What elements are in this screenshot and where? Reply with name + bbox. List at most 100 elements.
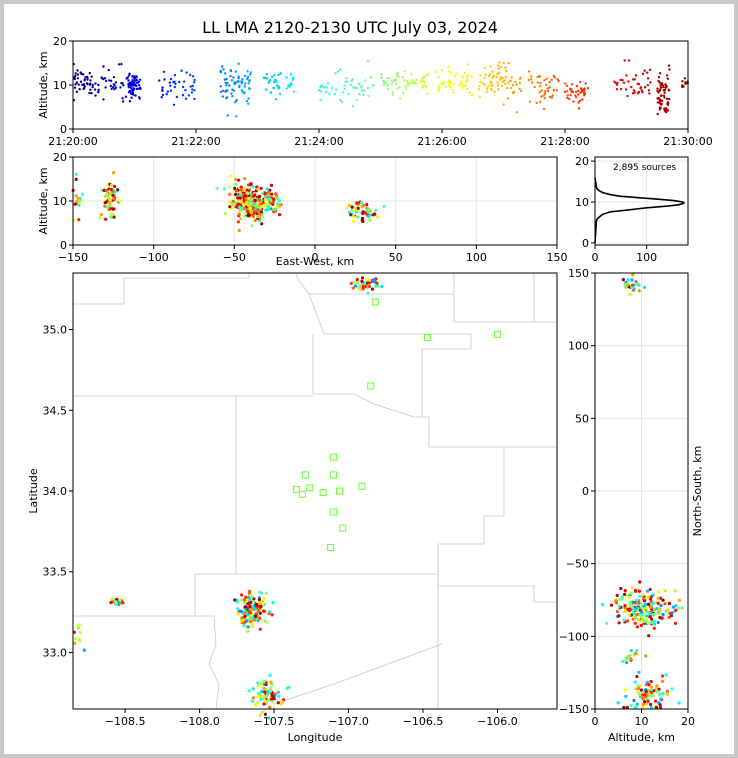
x-axis-label: Longitude [288, 731, 343, 744]
plan-view-source [380, 284, 384, 289]
source-count-annotation: 2,895 sources [613, 163, 677, 173]
time-altitude-source [100, 76, 103, 79]
time-altitude-source [411, 79, 414, 82]
plan-view-source [250, 622, 254, 626]
ns-altitude-source [626, 278, 630, 282]
ew-altitude-source [81, 192, 85, 197]
time-altitude-source [461, 86, 464, 89]
ew-altitude-source [257, 215, 261, 219]
time-altitude-source [88, 71, 92, 75]
time-altitude-source [185, 71, 188, 74]
time-altitude-source [581, 98, 584, 101]
ns-altitude-source [623, 609, 627, 614]
time-altitude-source [192, 81, 196, 84]
plan-view-source [279, 702, 283, 706]
ew-altitude-source [233, 177, 238, 182]
ew-altitude-source [227, 192, 232, 196]
y-tick-label: 0 [60, 239, 67, 252]
ew-altitude-source [238, 196, 242, 200]
time-altitude-source [665, 97, 669, 101]
time-altitude-source [619, 87, 623, 91]
ns-altitude-source [627, 613, 631, 617]
county-boundary [312, 334, 556, 448]
ns-altitude-source [653, 699, 658, 703]
lma-station-marker [330, 453, 338, 461]
time-altitude-source [630, 85, 633, 89]
ns-altitude-source [640, 610, 644, 614]
time-altitude-source [666, 109, 670, 112]
plan-view-source [262, 702, 266, 706]
time-altitude-source [401, 75, 404, 79]
ew-altitude-source [75, 199, 79, 203]
time-altitude-source [657, 91, 660, 94]
time-altitude-source [442, 81, 445, 84]
ew-altitude-source [234, 182, 238, 186]
time-altitude-source [682, 85, 685, 88]
plan-view-source [114, 600, 118, 604]
plan-view-source [255, 618, 259, 622]
time-altitude-source [356, 87, 359, 90]
ew-altitude-source [263, 198, 268, 202]
ns-altitude-source [646, 595, 651, 599]
ns-altitude-source [663, 602, 667, 606]
time-altitude-source [221, 95, 224, 98]
time-altitude-source [131, 75, 134, 78]
ns-altitude-source [631, 600, 635, 604]
ew-altitude-source [112, 215, 116, 219]
plan-view-source [376, 284, 380, 288]
ew-altitude-source [78, 197, 82, 201]
y-tick-label: 0 [582, 485, 589, 498]
ew-altitude-source [382, 204, 386, 208]
time-altitude-source [235, 81, 238, 84]
plan-view-source [247, 595, 251, 600]
time-altitude-source [133, 79, 137, 82]
plan-view-source [109, 601, 113, 605]
ns-altitude-source [623, 604, 627, 608]
time-altitude-source [641, 91, 644, 94]
time-altitude-source [132, 81, 135, 85]
ns-altitude-source [641, 697, 645, 701]
plan-view-source [243, 611, 248, 615]
ew-altitude-source [99, 213, 103, 217]
time-altitude-source [77, 83, 80, 86]
time-altitude-source [292, 90, 296, 93]
time-altitude-source [248, 79, 252, 82]
plan-view-source [366, 291, 370, 295]
time-altitude-source [493, 90, 496, 94]
time-altitude-source [130, 86, 133, 89]
time-altitude-source [489, 72, 492, 76]
ns-altitude-source [644, 689, 648, 694]
time-altitude-source [656, 112, 659, 116]
time-altitude-source [265, 77, 269, 80]
ew-altitude-source [269, 183, 274, 187]
lma-station-marker [330, 471, 338, 479]
time-altitude-source [510, 76, 513, 79]
time-altitude-source [486, 86, 489, 89]
ew-altitude-source [356, 215, 360, 219]
ew-altitude-source [360, 216, 365, 221]
ns-altitude-source [666, 608, 670, 612]
time-altitude-source [519, 89, 523, 93]
time-altitude-source [574, 90, 578, 94]
x-tick-label: −107.0 [328, 715, 369, 728]
x-axis-label: East-West, km [276, 255, 354, 268]
time-altitude-source [496, 84, 500, 87]
time-altitude-source [288, 85, 291, 89]
ns-altitude-source [638, 684, 642, 688]
time-altitude-source [138, 78, 142, 82]
ew-altitude-source [244, 212, 248, 216]
ns-altitude-source [601, 603, 605, 607]
time-altitude-source [478, 84, 481, 88]
time-altitude-source [397, 75, 400, 78]
y-tick-label: 34.0 [43, 485, 68, 498]
plan-view-source [249, 616, 253, 620]
ns-altitude-source [622, 618, 626, 622]
y-tick-label: 100 [568, 340, 589, 353]
plan-view-source [263, 712, 267, 716]
x-tick-label: 50 [389, 251, 403, 264]
time-altitude-source [89, 88, 92, 91]
time-altitude-source [646, 84, 650, 87]
time-altitude-source [269, 78, 272, 82]
ns-altitude-source [615, 593, 619, 598]
ns-altitude-source [641, 705, 645, 710]
